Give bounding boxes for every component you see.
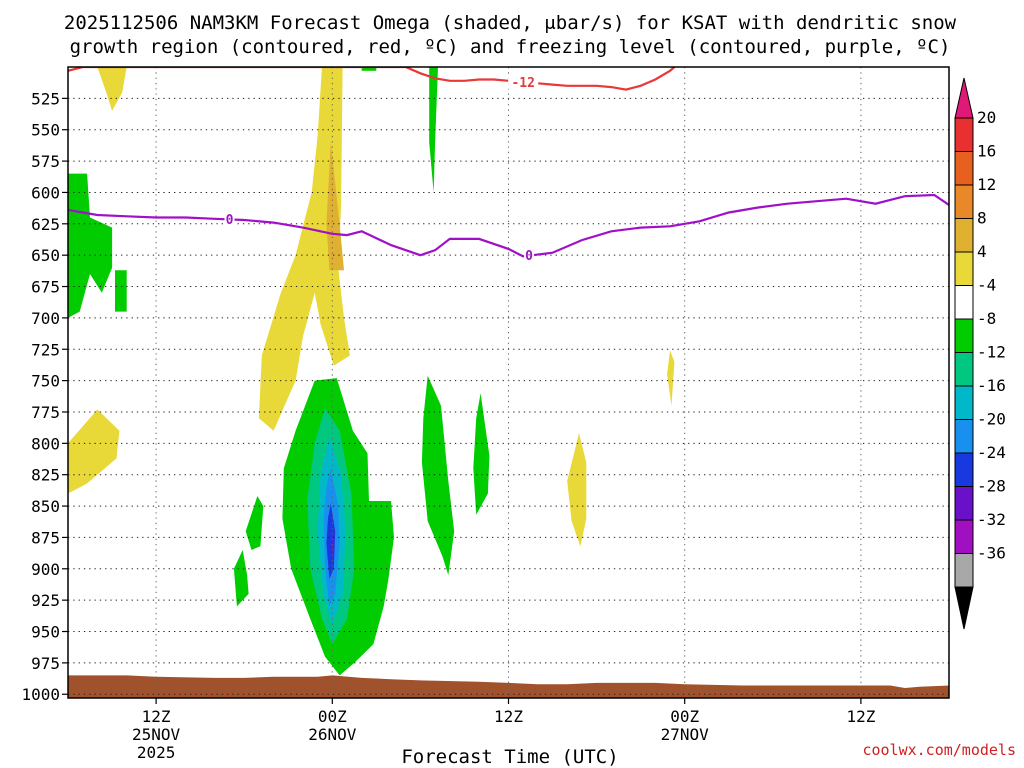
omega-region-13 — [245, 496, 264, 550]
x-tick-label-6-0: 12Z — [142, 707, 171, 726]
freezing-level-label-0: 0 — [226, 213, 234, 228]
y-tick-label-950: 950 — [31, 623, 60, 642]
colorbar-swatch-1 — [954, 151, 974, 186]
colorbar-swatch-13 — [954, 553, 974, 588]
omega-region-6 — [68, 173, 113, 318]
colorbar-label-11: -28 — [977, 477, 1006, 496]
colorbar-swatch-7 — [954, 352, 974, 387]
x-tick-label-18-1: 26NOV — [308, 725, 357, 744]
y-tick-label-800: 800 — [31, 434, 60, 453]
terrain-layer — [68, 675, 949, 698]
colorbar-swatch-8 — [954, 385, 974, 420]
x-tick-label-6-1: 25NOV — [132, 725, 181, 744]
contour-layer: 0 0 -12 — [68, 67, 949, 264]
y-tick-label-750: 750 — [31, 372, 60, 391]
credit-text: coolwx.com/models — [862, 741, 1016, 759]
colorbar: 20 16 12 8 4 -4 -8 -12 -16 -20 -24 -28 -32 -36 — [954, 77, 1006, 630]
y-tick-label-550: 550 — [31, 121, 60, 140]
colorbar-swatch-5 — [954, 285, 974, 320]
dgz-contour-label: -12 — [511, 76, 534, 91]
colorbar-label-8: -16 — [977, 376, 1006, 395]
omega-region-3 — [68, 409, 120, 494]
omega-region-5 — [567, 433, 587, 547]
colorbar-label-2: 12 — [977, 175, 996, 194]
colorbar-swatch-4 — [954, 251, 974, 286]
colorbar-label-3: 8 — [977, 209, 987, 228]
dgz-label-bg — [508, 74, 539, 90]
grid-layer — [68, 67, 949, 698]
x-tick-label-18-0: 00Z — [318, 707, 347, 726]
y-tick-label-825: 825 — [31, 466, 60, 485]
colorbar-swatch-0 — [954, 117, 974, 152]
chart-title-line2: growth region (contoured, red, ºC) and f… — [70, 36, 951, 58]
colorbar-label-1: 16 — [977, 142, 996, 161]
x-tick-label-42-1: 27NOV — [661, 725, 710, 744]
y-tick-label-1000: 1000 — [21, 685, 60, 704]
colorbar-label-13: -36 — [977, 544, 1006, 563]
colorbar-swatch-6 — [954, 318, 974, 353]
x-tick-label-30-0: 12Z — [494, 707, 523, 726]
colorbar-swatch-9 — [954, 419, 974, 454]
colorbar-label-10: -24 — [977, 443, 1006, 462]
y-tick-label-975: 975 — [31, 654, 60, 673]
omega-region-18 — [326, 503, 336, 579]
y-axis: 525 550 575 600 625 650 675 700 725 750 775 800 825 8… — [21, 89, 68, 704]
freezing-label-bg-0 — [224, 211, 235, 226]
colorbar-label-0: 20 — [977, 108, 996, 127]
colorbar-label-12: -32 — [977, 510, 1006, 529]
y-tick-label-850: 850 — [31, 497, 60, 516]
omega-region-12 — [473, 393, 490, 515]
colorbar-label-5: -4 — [977, 276, 996, 295]
colorbar-bottom-arrow — [954, 586, 974, 630]
x-tick-label-6-2: 2025 — [137, 743, 176, 762]
colorbar-swatch-10 — [954, 452, 974, 487]
y-tick-label-875: 875 — [31, 528, 60, 547]
freezing-level-label-1: 0 — [525, 249, 533, 264]
x-tick-label-42-0: 00Z — [670, 707, 699, 726]
omega-region-8 — [429, 67, 438, 193]
y-tick-label-575: 575 — [31, 152, 60, 171]
colorbar-swatch-12 — [954, 519, 974, 554]
omega-region-4 — [667, 350, 675, 406]
omega-region-11 — [421, 375, 455, 576]
x-axis-label: Forecast Time (UTC) — [401, 746, 618, 768]
y-tick-label-900: 900 — [31, 560, 60, 579]
colorbar-swatch-11 — [954, 486, 974, 521]
y-tick-label-700: 700 — [31, 309, 60, 328]
y-tick-label-625: 625 — [31, 215, 60, 234]
omega-region-1 — [258, 67, 350, 431]
chart-title-line1: 2025112506 NAM3KM Forecast Omega (shaded… — [64, 12, 957, 34]
freezing-level-line — [68, 193, 949, 258]
terrain-fill — [68, 675, 949, 698]
chart-title: 2025112506 NAM3KM Forecast Omega (shaded… — [64, 12, 957, 58]
y-tick-label-650: 650 — [31, 246, 60, 265]
colorbar-label-7: -12 — [977, 343, 1006, 362]
y-tick-label-925: 925 — [31, 591, 60, 610]
y-tick-label-725: 725 — [31, 340, 60, 359]
y-tick-label-600: 600 — [31, 183, 60, 202]
y-tick-label-675: 675 — [31, 278, 60, 297]
y-tick-label-525: 525 — [31, 89, 60, 108]
omega-region-7 — [115, 270, 127, 312]
freezing-label-bg-1 — [524, 248, 535, 263]
colorbar-swatch-2 — [954, 184, 974, 219]
omega-shading-layer — [68, 67, 675, 676]
colorbar-label-9: -20 — [977, 410, 1006, 429]
omega-region-0 — [97, 67, 127, 111]
colorbar-top-arrow — [954, 77, 974, 119]
omega-region-14 — [233, 550, 249, 607]
colorbar-label-4: 4 — [977, 242, 987, 261]
y-tick-label-775: 775 — [31, 403, 60, 422]
x-tick-label-54-0: 12Z — [846, 707, 875, 726]
omega-region-2 — [326, 142, 344, 271]
colorbar-label-6: -8 — [977, 309, 996, 328]
colorbar-swatch-3 — [954, 218, 974, 253]
